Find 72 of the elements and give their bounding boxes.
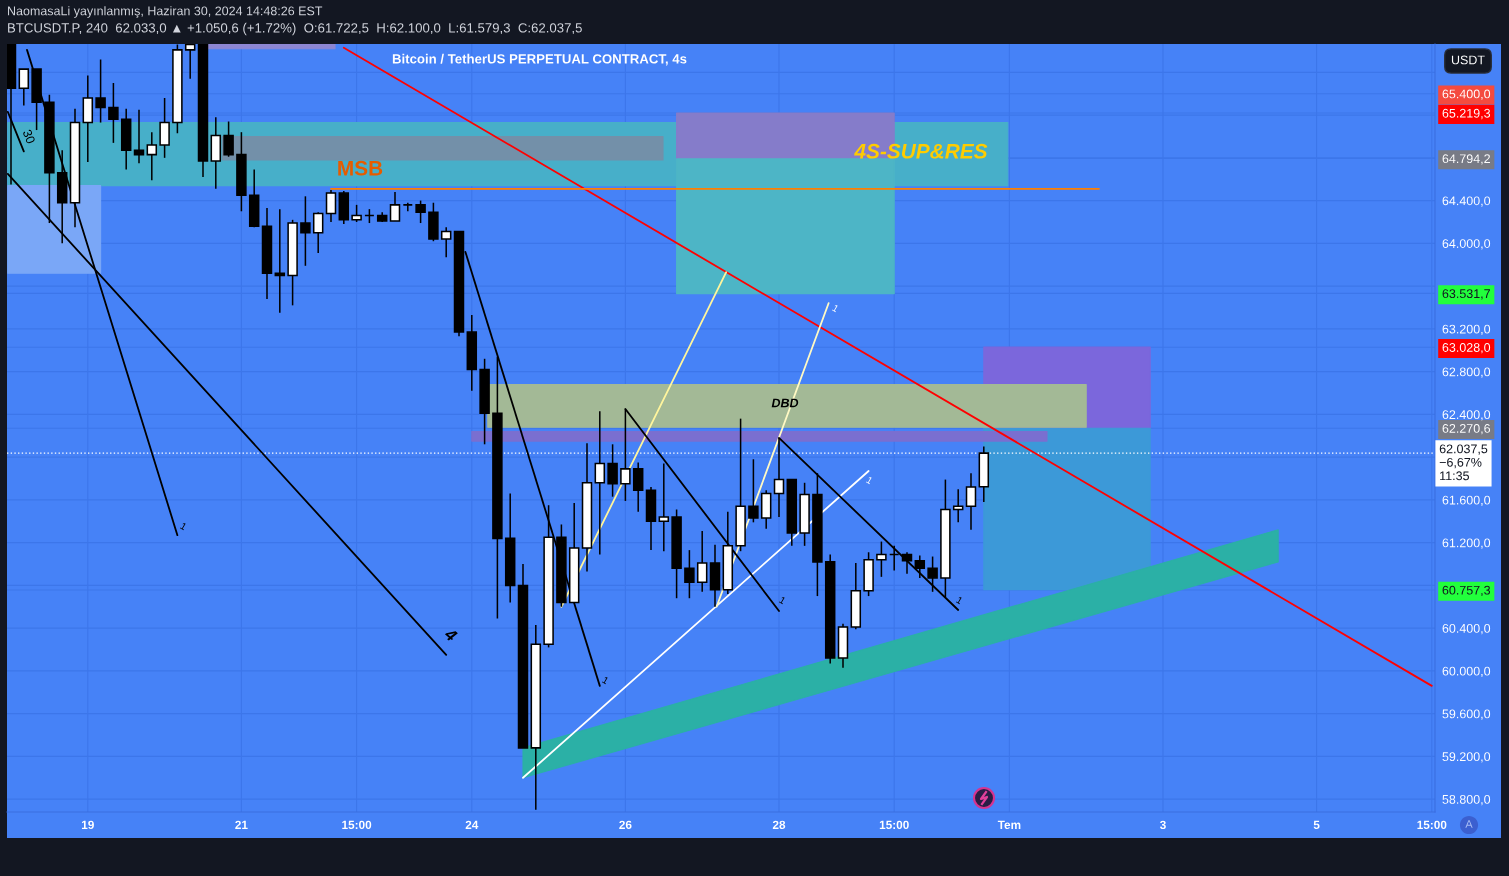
- candlestick: [440, 226, 452, 259]
- y-tick-label: 58.800,0: [1442, 794, 1491, 806]
- candlestick: [184, 44, 196, 80]
- x-tick-label: Tem: [997, 820, 1021, 829]
- candlestick: [632, 461, 644, 513]
- candlestick: [876, 540, 887, 578]
- y-tick-label: 59.200,0: [1442, 752, 1491, 763]
- y-tick-label: 62.800,0: [1442, 367, 1491, 378]
- candlestick: [594, 410, 606, 556]
- candlestick: [901, 551, 913, 575]
- y-tick-label: 65.400,0: [1442, 89, 1491, 100]
- annotation: 1: [832, 304, 840, 313]
- x-tick-label: 24: [465, 820, 479, 829]
- annotation: 1: [602, 676, 610, 685]
- candlestick: [748, 458, 759, 524]
- y-axis-title: USDT: [1451, 55, 1485, 65]
- chart-subtitle: BTCUSDT.P, 240 62.033,0 ▲ +1.050,6 (+1.72%) O:61.722,5 H:62.100,0 L:61.579,3 C:62.037,5: [8, 22, 582, 36]
- x-tick-label: 19: [81, 820, 94, 829]
- candlestick: [389, 191, 401, 222]
- candlestick: [965, 472, 977, 531]
- annotation: DBD: [771, 398, 799, 408]
- y-tick-label: 60.400,0: [1442, 623, 1491, 635]
- text: Bitcoin / TetherUS PERPETUAL CONTRACT, 4s: [392, 53, 687, 66]
- text: NaomasaLi yayınlanmış, Haziran 30, 2024 14:48:26 EST: [8, 6, 323, 18]
- annotation: 4S-SUP&RES: [854, 143, 988, 159]
- candlestick: [607, 443, 618, 498]
- y-tick-label: 61.200,0: [1442, 538, 1491, 549]
- candlestick: [159, 97, 170, 159]
- annotation: 1: [779, 596, 787, 605]
- y-tick-label: 63.200,0: [1442, 324, 1491, 335]
- x-tick-label: 15:00: [1417, 820, 1447, 829]
- y-tick-label: 63.531,7: [1442, 289, 1490, 300]
- candlestick: [684, 549, 695, 599]
- annotation: 1: [180, 522, 188, 531]
- candlestick: [914, 554, 926, 579]
- y-tick-label: 62.400,0: [1442, 410, 1491, 421]
- annotation: 1: [956, 596, 964, 605]
- y-tick-label: 65.219,3: [1442, 108, 1491, 120]
- x-tick-label: 15:00: [879, 820, 909, 829]
- annotation: 4: [443, 627, 458, 643]
- candlestick: [927, 555, 938, 593]
- candlestick: [325, 189, 337, 223]
- candlestick: [223, 120, 234, 158]
- candlestick: [95, 58, 106, 124]
- candlestick: [696, 530, 708, 593]
- candlestick: [658, 462, 670, 552]
- annotation: 30: [22, 128, 36, 145]
- x-tick-label: 3: [1159, 820, 1166, 830]
- y-tick-label: 63.028,0: [1442, 343, 1491, 354]
- x-tick-label: 28: [772, 820, 786, 829]
- annotation: 1: [866, 476, 874, 485]
- candlestick: [415, 199, 426, 224]
- y-tick-label: 62.270,6: [1442, 424, 1491, 435]
- candlestick: [300, 195, 311, 267]
- y-tick-label: 64.000,0: [1442, 239, 1491, 250]
- y-tick-label: 59.600,0: [1442, 709, 1491, 720]
- x-tick-label: 26: [619, 820, 632, 829]
- y-tick-label: 61.600,0: [1442, 495, 1491, 507]
- candlestick: [18, 68, 30, 107]
- y-tick-label: 64.794,2: [1442, 154, 1490, 165]
- ref-line-label: 62.037,5 −6,67% 11:35: [1439, 444, 1488, 481]
- y-tick-label: 60.000,0: [1442, 666, 1491, 678]
- candlestick: [146, 131, 158, 182]
- x-tick-label: 21: [235, 820, 248, 829]
- x-tick-label: 5: [1313, 820, 1320, 829]
- x-tick-label: 15:00: [342, 820, 372, 829]
- annotation: MSB: [338, 160, 383, 176]
- candlestick: [312, 211, 324, 254]
- candlestick: [108, 82, 119, 144]
- text: A: [1465, 820, 1473, 828]
- y-tick-label: 60.757,3: [1442, 585, 1491, 597]
- y-tick-label: 64.400,0: [1442, 196, 1491, 207]
